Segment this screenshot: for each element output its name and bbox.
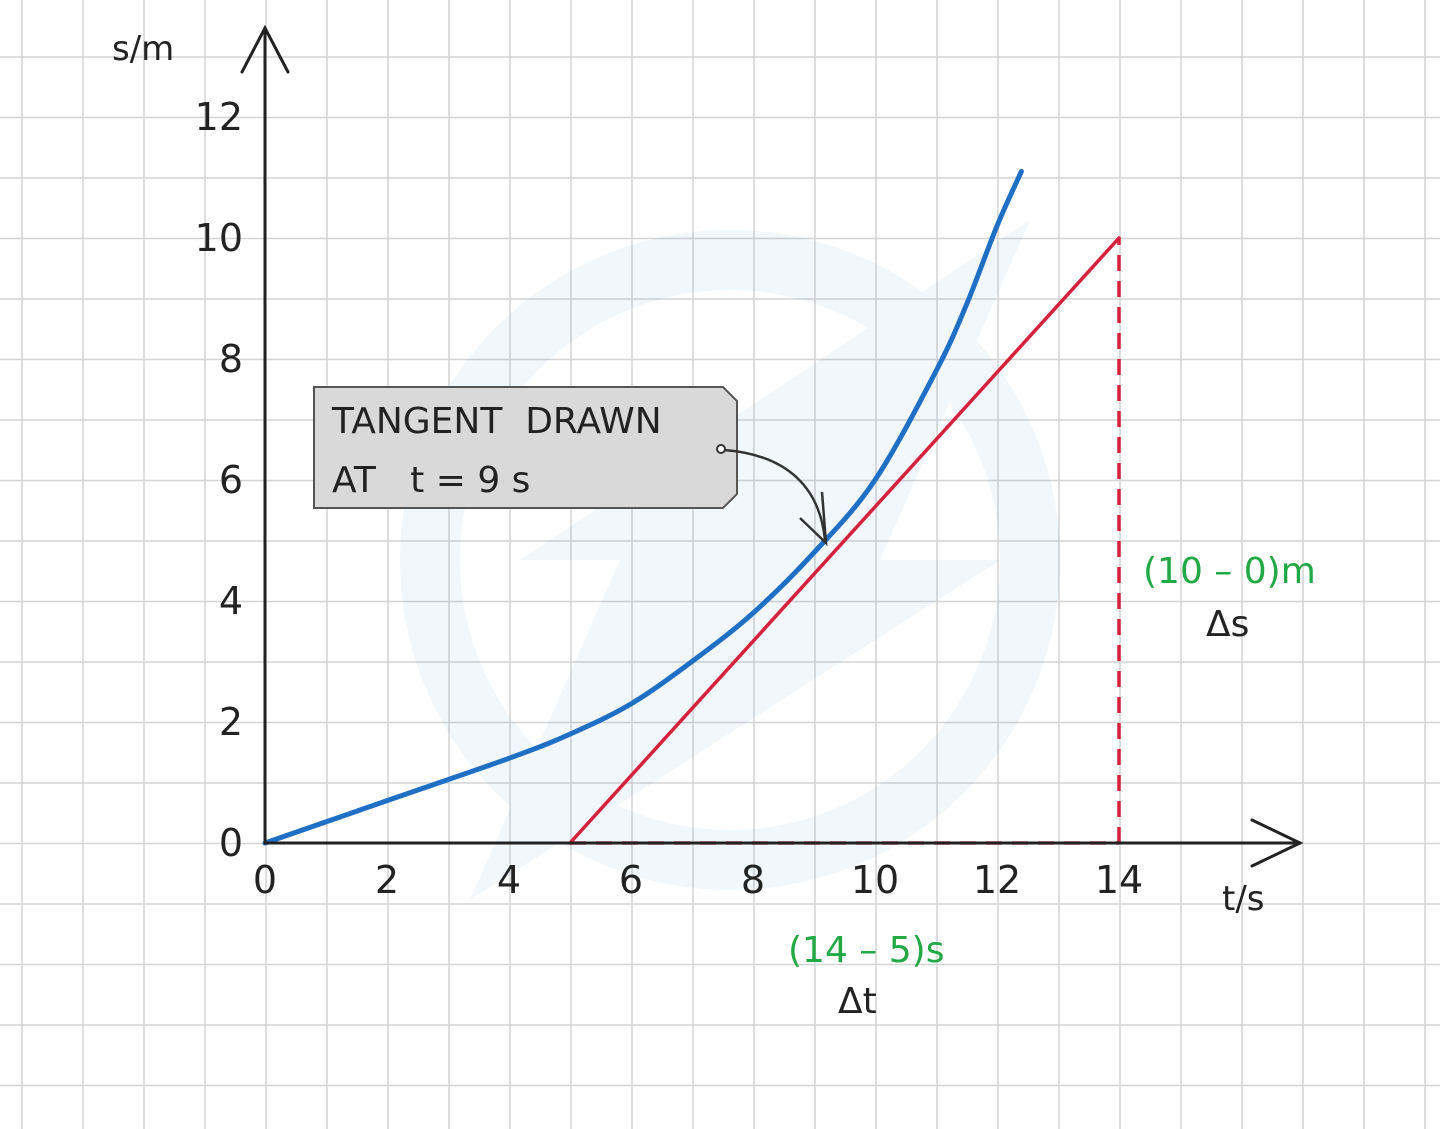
callout-arrowhead [799, 491, 828, 547]
callout-arrow [723, 448, 827, 541]
x-tick-label: 8 [741, 858, 765, 902]
watermark-logo [400, 220, 1060, 900]
y-axis-arrow [240, 24, 290, 74]
y-tick-label: 4 [219, 579, 243, 623]
x-tick-label: 2 [375, 858, 399, 902]
x-tick-label: 12 [973, 858, 1021, 902]
delta-t-label: Δt [838, 981, 877, 1022]
tangent-callout: TANGENT DRAWN AT t = 9 s [313, 386, 828, 547]
tangent-line [568, 236, 1121, 845]
y-tick-label: 12 [195, 95, 243, 139]
y-axis-label: s/m [112, 29, 174, 69]
x-tick-label: 0 [253, 858, 277, 902]
x-tick-label: 14 [1095, 858, 1143, 902]
callout-line-1: TANGENT DRAWN [331, 401, 662, 442]
callout-line-2: AT t = 9 s [332, 460, 530, 501]
delta-s-label: Δs [1206, 604, 1249, 645]
displacement-curve [262, 168, 1024, 846]
x-axis-arrow [1250, 818, 1304, 868]
delta-t-expression: (14 – 5)s [788, 930, 944, 971]
axes [240, 24, 1304, 868]
x-tick-label: 4 [497, 858, 521, 902]
callout-anchor-dot [716, 444, 726, 454]
tick-labels: 0 2 4 6 8 10 12 14 0 2 4 6 8 10 12 [195, 95, 1144, 902]
delta-s-expression: (10 – 0)m [1143, 551, 1316, 592]
y-tick-label: 0 [219, 821, 243, 865]
y-tick-label: 2 [219, 700, 243, 744]
x-tick-label: 6 [619, 858, 643, 902]
x-tick-label: 10 [851, 858, 899, 902]
y-tick-label: 10 [195, 216, 243, 260]
y-tick-label: 6 [219, 458, 243, 502]
x-axis-label: t/s [1222, 879, 1265, 919]
y-tick-label: 8 [219, 337, 243, 381]
series-layer [262, 168, 1121, 846]
callout-box [313, 386, 738, 509]
